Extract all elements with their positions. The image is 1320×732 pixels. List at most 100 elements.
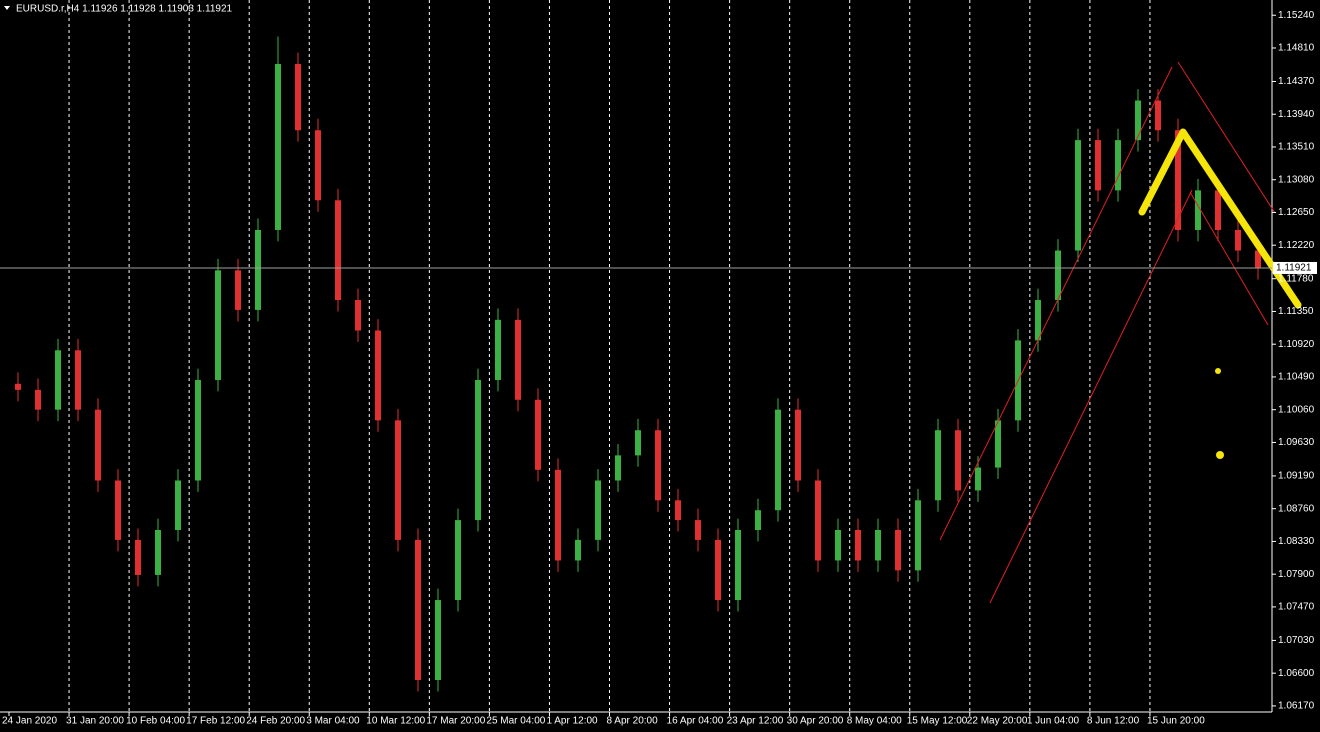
candle-body <box>675 500 681 521</box>
y-tick-label: 1.11350 <box>1278 306 1314 317</box>
y-tick-label: 1.08760 <box>1278 503 1315 514</box>
x-tick-label: 16 Apr 04:00 <box>667 716 724 727</box>
candle-body <box>15 383 21 390</box>
candle-body <box>695 520 701 540</box>
candle-body <box>1255 250 1261 269</box>
candle-body <box>775 409 781 511</box>
candle-body <box>955 430 961 491</box>
candle-body <box>1135 100 1141 141</box>
y-tick-label: 1.14810 <box>1278 43 1315 54</box>
y-tick-label: 1.13940 <box>1278 109 1315 120</box>
candle-body <box>895 530 901 571</box>
candle-body <box>1195 190 1201 230</box>
drawn-dot <box>1216 451 1224 459</box>
candle-body <box>115 480 121 540</box>
candle-body <box>255 229 261 310</box>
x-tick-label: 10 Mar 12:00 <box>366 716 425 727</box>
candle-body <box>635 430 641 456</box>
y-tick-label: 1.06600 <box>1278 668 1315 679</box>
candle-body <box>915 500 921 571</box>
y-tick-label: 1.07030 <box>1278 635 1315 646</box>
candle-body <box>475 379 481 521</box>
y-tick-label: 1.09630 <box>1278 437 1315 448</box>
x-tick-label: 23 Apr 12:00 <box>727 716 784 727</box>
candle-body <box>795 409 801 481</box>
candle-body <box>855 530 861 561</box>
candle-body <box>1035 300 1041 341</box>
candle-body <box>75 350 81 410</box>
candle-body <box>1095 140 1101 191</box>
candle-body <box>295 63 301 131</box>
candle-body <box>555 469 561 561</box>
price-axis: 1.15240 1.14810 1.14370 1.13940 1.13510 1.130… <box>1272 10 1315 712</box>
candle-body <box>175 480 181 531</box>
x-tick-label: 8 May 04:00 <box>847 716 902 727</box>
candle-body <box>1175 130 1181 230</box>
y-tick-label: 1.15240 <box>1278 10 1315 21</box>
x-tick-label: 22 May 20:00 <box>967 716 1028 727</box>
candle-body <box>135 539 141 575</box>
x-tick-label: 25 Mar 04:00 <box>486 716 545 727</box>
y-tick-label: 1.13080 <box>1278 174 1315 185</box>
candle-body <box>495 319 501 380</box>
y-tick-label: 1.13510 <box>1278 142 1315 153</box>
channel-line <box>989 189 1193 604</box>
x-tick-label: 24 Jan 2020 <box>2 716 57 727</box>
candle-body <box>715 539 721 601</box>
candle-body <box>575 539 581 561</box>
x-tick-label: 15 May 12:00 <box>907 716 968 727</box>
candle-body <box>1075 140 1081 251</box>
candle-body <box>975 467 981 491</box>
candle-body <box>215 270 221 380</box>
y-tick-label: 1.06170 <box>1278 701 1315 712</box>
candle-body <box>35 389 41 410</box>
x-tick-label: 17 Feb 12:00 <box>186 716 245 727</box>
candle-body <box>195 379 201 481</box>
candle-body <box>755 510 761 531</box>
candle-body <box>395 420 401 540</box>
current-price-box <box>1273 261 1317 274</box>
candle-body <box>835 530 841 561</box>
candle-body <box>155 530 161 575</box>
candle-body <box>1115 140 1121 191</box>
candle-body <box>415 539 421 681</box>
x-tick-label: 31 Jan 20:00 <box>66 716 124 727</box>
candle-body <box>995 420 1001 468</box>
candle-body <box>535 399 541 470</box>
candle-body <box>455 520 461 601</box>
candles <box>15 36 1261 692</box>
y-tick-label: 1.07470 <box>1278 602 1315 613</box>
candle-body <box>235 270 241 310</box>
candle-body <box>875 530 881 561</box>
drawn-dot <box>1215 368 1221 374</box>
drawn-trend <box>1138 128 1302 309</box>
candle-body <box>1215 190 1221 230</box>
menu-arrow[interactable] <box>4 6 10 10</box>
candle-body <box>355 300 361 331</box>
y-tick-label: 1.09190 <box>1278 471 1315 482</box>
y-tick-label: 1.12220 <box>1278 240 1315 251</box>
y-tick-label: 1.12650 <box>1278 207 1315 218</box>
candle-body <box>275 63 281 230</box>
x-tick-label: 10 Feb 04:00 <box>126 716 185 727</box>
x-tick-label: 15 Jun 20:00 <box>1147 716 1205 727</box>
channel-line <box>939 66 1173 541</box>
candle-body <box>735 530 741 601</box>
x-tick-label: 30 Apr 20:00 <box>787 716 844 727</box>
y-tick-label: 1.14370 <box>1278 76 1315 87</box>
y-tick-label: 1.08330 <box>1278 536 1315 547</box>
candle-body <box>435 600 441 681</box>
chart-title: EURUSD.r,H4 1.11926 1.11928 1.11903 1.11… <box>16 4 233 15</box>
candle-body <box>1155 100 1161 131</box>
x-tick-label: 24 Feb 20:00 <box>246 716 305 727</box>
y-tick-label: 1.07900 <box>1278 569 1315 580</box>
channel-line <box>1177 61 1276 214</box>
current-price-label: 1.11921 <box>1276 263 1312 274</box>
candle-body <box>1055 250 1061 301</box>
candle-body <box>315 130 321 201</box>
candle-body <box>595 480 601 540</box>
y-tick-label: 1.11780 <box>1278 273 1314 284</box>
candle-body <box>655 430 661 501</box>
